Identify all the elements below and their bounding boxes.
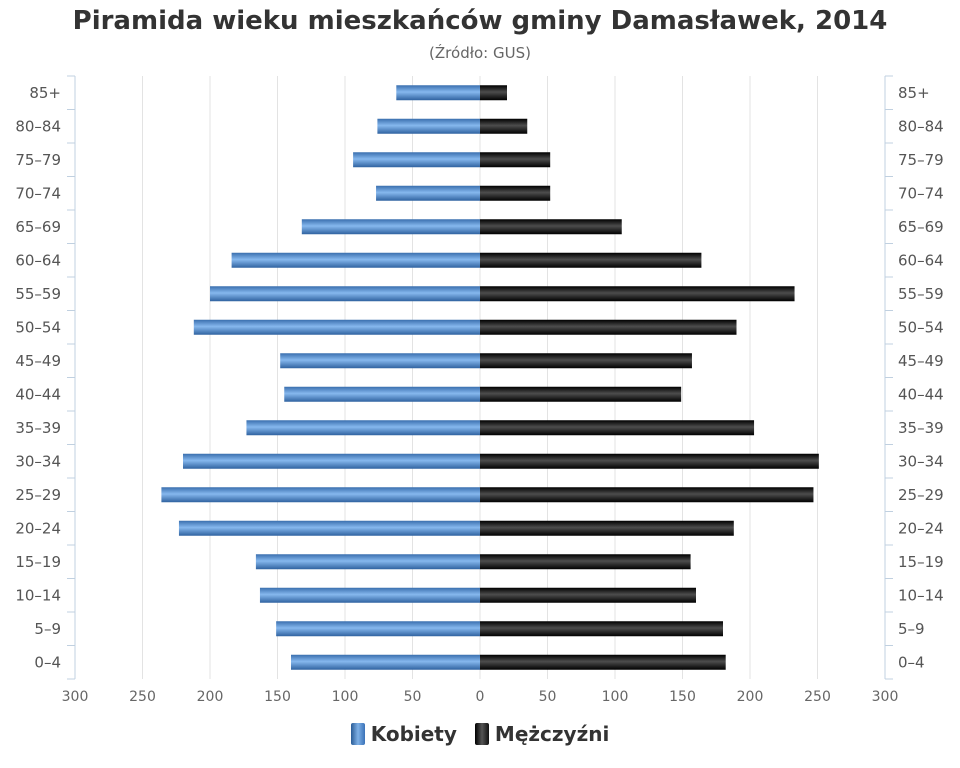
- y-tick-label-left: 85+: [29, 84, 61, 102]
- bar-kobiety[interactable]: [353, 152, 480, 168]
- x-tick-label: 250: [129, 689, 156, 705]
- legend-label-mezczyzni: Mężczyźni: [494, 722, 610, 746]
- y-tick-label-left: 45–49: [15, 352, 61, 370]
- y-tick-label-left: 10–14: [15, 586, 61, 604]
- x-tick-label: 250: [804, 689, 831, 705]
- y-tick-label-right: 0–4: [898, 653, 925, 671]
- tick-labels: 300 250 200 150 100 50 0 50 100 150 200 250 300 0–4 0–…: [15, 84, 943, 705]
- x-tick-label: 100: [332, 689, 359, 705]
- chart-subtitle: (Źródło: GUS): [429, 44, 531, 62]
- bar-mezczyzni[interactable]: [480, 185, 551, 201]
- y-tick-label-left: 80–84: [15, 117, 61, 135]
- bar-mezczyzni[interactable]: [480, 386, 682, 402]
- y-tick-label-left: 55–59: [15, 285, 61, 303]
- bar-mezczyzni[interactable]: [480, 286, 795, 302]
- bar-kobiety[interactable]: [301, 219, 480, 235]
- y-tick-label-left: 35–39: [15, 419, 61, 437]
- bar-kobiety[interactable]: [377, 118, 480, 134]
- bar-kobiety[interactable]: [259, 587, 480, 603]
- y-tick-label-right: 30–34: [898, 452, 944, 470]
- bar-mezczyzni[interactable]: [480, 319, 737, 335]
- bar-mezczyzni[interactable]: [480, 252, 702, 268]
- y-tick-label-right: 40–44: [898, 385, 944, 403]
- x-tick-label: 300: [62, 689, 89, 705]
- bar-kobiety[interactable]: [396, 85, 480, 101]
- legend: Kobiety Mężczyźni: [0, 722, 960, 746]
- y-tick-label-left: 65–69: [15, 218, 61, 236]
- x-tick-label: 0: [476, 689, 485, 705]
- y-tick-label-left: 40–44: [15, 385, 61, 403]
- bar-mezczyzni[interactable]: [480, 520, 734, 536]
- x-tick-label: 150: [669, 689, 696, 705]
- y-tick-label-left: 15–19: [15, 553, 61, 571]
- y-tick-label-left: 50–54: [15, 318, 61, 336]
- y-tick-label-right: 75–79: [898, 151, 944, 169]
- bar-kobiety[interactable]: [255, 554, 480, 570]
- bar-kobiety[interactable]: [231, 252, 480, 268]
- y-tick-label-right: 50–54: [898, 318, 944, 336]
- legend-item-kobiety[interactable]: Kobiety: [350, 722, 457, 746]
- x-tick-label: 200: [197, 689, 224, 705]
- bar-mezczyzni[interactable]: [480, 621, 723, 637]
- y-tick-label-left: 30–34: [15, 452, 61, 470]
- bar-mezczyzni[interactable]: [480, 587, 696, 603]
- y-tick-label-left: 5–9: [34, 620, 61, 638]
- x-tick-label: 50: [539, 689, 557, 705]
- bar-kobiety[interactable]: [161, 487, 480, 503]
- bar-mezczyzni[interactable]: [480, 487, 814, 503]
- x-tick-label: 50: [404, 689, 422, 705]
- bar-mezczyzni[interactable]: [480, 453, 819, 469]
- bar-kobiety[interactable]: [178, 520, 480, 536]
- y-tick-label-left: 60–64: [15, 251, 61, 269]
- chart-title: Piramida wieku mieszkańców gminy Damasła…: [72, 6, 888, 36]
- axes: [67, 75, 893, 680]
- y-tick-label-right: 65–69: [898, 218, 944, 236]
- y-tick-label-right: 60–64: [898, 251, 944, 269]
- x-tick-label: 300: [872, 689, 899, 705]
- bar-kobiety[interactable]: [276, 621, 480, 637]
- y-tick-label-right: 80–84: [898, 117, 944, 135]
- legend-swatch-kobiety: [350, 723, 365, 745]
- y-tick-label-left: 25–29: [15, 486, 61, 504]
- bar-mezczyzni[interactable]: [480, 353, 692, 369]
- y-tick-label-right: 70–74: [898, 184, 944, 202]
- bar-kobiety[interactable]: [291, 654, 480, 670]
- bars: [161, 85, 819, 670]
- bar-mezczyzni[interactable]: [480, 554, 691, 570]
- y-tick-label-right: 25–29: [898, 486, 944, 504]
- bar-kobiety[interactable]: [210, 286, 480, 302]
- bar-kobiety[interactable]: [183, 453, 480, 469]
- y-tick-label-right: 15–19: [898, 553, 944, 571]
- bar-kobiety[interactable]: [193, 319, 481, 335]
- legend-item-mezczyzni[interactable]: Mężczyźni: [474, 722, 610, 746]
- y-tick-label-right: 45–49: [898, 352, 944, 370]
- legend-label-kobiety: Kobiety: [370, 722, 457, 746]
- x-tick-label: 100: [602, 689, 629, 705]
- bar-mezczyzni[interactable]: [480, 420, 755, 436]
- bar-mezczyzni[interactable]: [480, 152, 551, 168]
- y-tick-label-right: 35–39: [898, 419, 944, 437]
- bar-mezczyzni[interactable]: [480, 85, 507, 101]
- bar-mezczyzni[interactable]: [480, 219, 622, 235]
- x-tick-label: 200: [737, 689, 764, 705]
- y-tick-label-left: 0–4: [34, 653, 61, 671]
- y-tick-label-left: 20–24: [15, 519, 61, 537]
- bar-kobiety[interactable]: [246, 420, 480, 436]
- y-tick-label-right: 5–9: [898, 620, 925, 638]
- legend-swatch-mezczyzni: [474, 723, 489, 745]
- y-tick-label-right: 20–24: [898, 519, 944, 537]
- bar-mezczyzni[interactable]: [480, 654, 726, 670]
- bar-mezczyzni[interactable]: [480, 118, 528, 134]
- x-tick-label: 150: [264, 689, 291, 705]
- bar-kobiety[interactable]: [280, 353, 480, 369]
- y-tick-label-left: 75–79: [15, 151, 61, 169]
- bar-kobiety[interactable]: [284, 386, 480, 402]
- y-tick-label-right: 10–14: [898, 586, 944, 604]
- y-tick-label-right: 85+: [898, 84, 930, 102]
- y-tick-label-right: 55–59: [898, 285, 944, 303]
- bar-kobiety[interactable]: [376, 185, 480, 201]
- y-tick-label-left: 70–74: [15, 184, 61, 202]
